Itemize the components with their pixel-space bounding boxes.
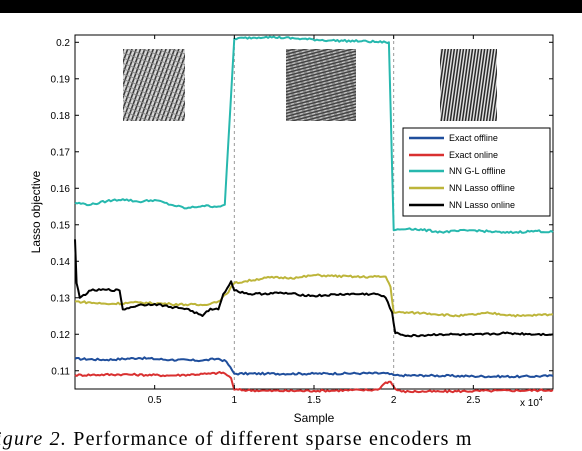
figure-caption: igure 2. Performance of different sparse…: [0, 428, 582, 451]
y-tick-label: 0.19: [51, 74, 71, 85]
series-line-nn-lasso-online: [74, 239, 554, 338]
x-axis-label: Sample: [294, 411, 335, 425]
figure-caption-label: igure 2.: [0, 428, 68, 450]
figure-caption-text: Performance of different sparse encoders…: [73, 428, 473, 450]
y-tick-label: 0.11: [51, 366, 70, 377]
texture-patch-2: [286, 49, 356, 121]
legend: Exact offline Exact online NN G-L offlin…: [402, 127, 551, 217]
x-exponent-label: x 104: [520, 396, 543, 409]
x-exponent-power: 4: [539, 396, 543, 403]
legend-label-nn-lasso-online: NN Lasso online: [449, 200, 515, 210]
texture-patch-1: [123, 49, 185, 121]
y-tick-label: 0.12: [51, 330, 71, 341]
y-tick-label: 0.15: [51, 220, 71, 231]
y-axis-label: Lasso objective: [29, 170, 43, 253]
legend-label-nn-lasso-offline: NN Lasso offline: [449, 183, 515, 193]
series-line-nn-g-l-offline: [74, 35, 554, 234]
x-tick-label: 1: [232, 395, 238, 406]
x-tick-label: 0.5: [148, 395, 162, 406]
legend-label-exact-online: Exact online: [449, 150, 498, 160]
y-tick-label: 0.18: [51, 111, 71, 122]
y-tick-label: 0.16: [51, 184, 71, 195]
y-tick-label: 0.17: [51, 147, 71, 158]
y-tick-label: 0.14: [51, 257, 71, 268]
texture-patch-3: [440, 49, 497, 121]
top-rule: [0, 0, 582, 13]
series-line-exact-offline: [74, 356, 554, 379]
legend-label-nn-gl-offline: NN G-L offline: [449, 166, 506, 176]
series-line-exact-online: [74, 371, 554, 394]
y-tick-label: 0.13: [51, 293, 71, 304]
series-lines: [74, 35, 554, 394]
legend-label-exact-offline: Exact offline: [449, 133, 498, 143]
axis-ticks: 0.5 1 1.5 2 2.5 0.11 0.12 0.13 0.14 0.15 0.16 0.17 0…: [51, 35, 553, 406]
x-exponent-base: x 10: [520, 398, 539, 409]
x-tick-label: 1.5: [307, 395, 321, 406]
y-tick-label: 0.2: [56, 38, 70, 49]
x-tick-label: 2.5: [466, 395, 480, 406]
x-tick-label: 2: [391, 395, 397, 406]
